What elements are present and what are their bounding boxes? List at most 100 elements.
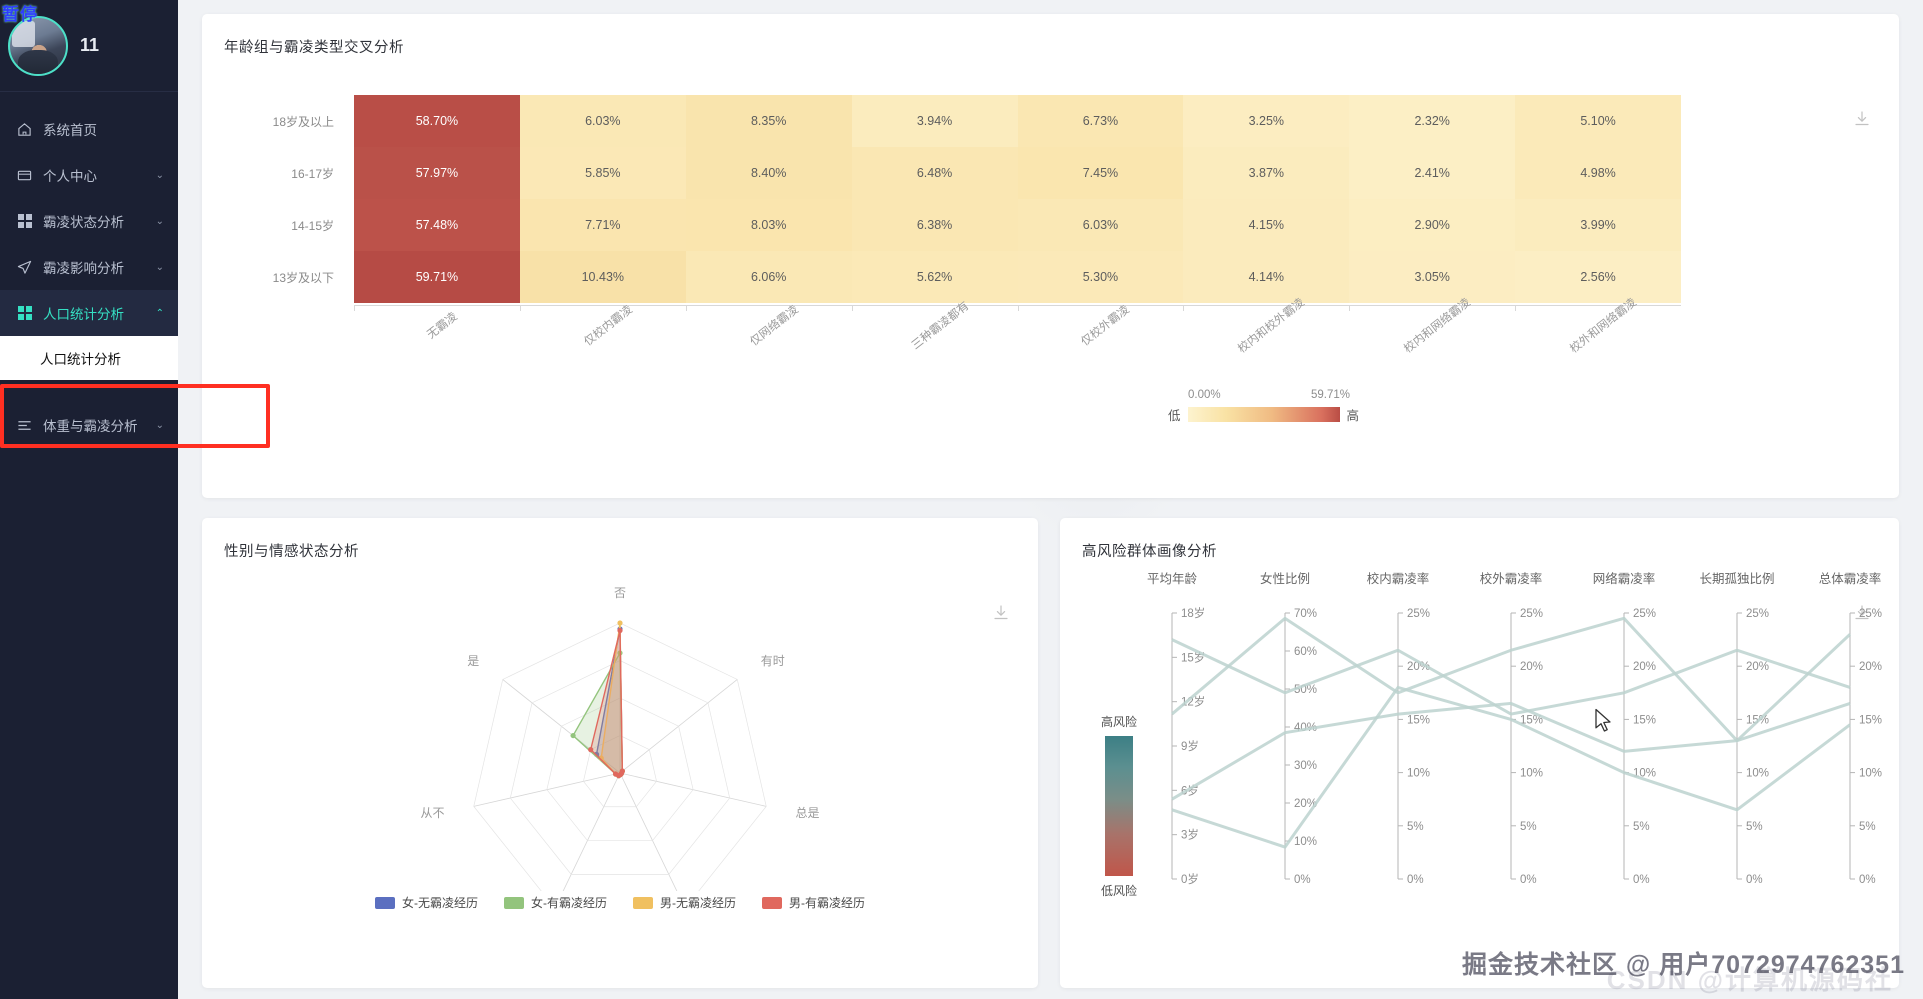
- parallel-tick-label: 0%: [1407, 874, 1424, 886]
- radar-legend: 女-无霸凌经历 女-有霸凌经历 男-无霸凌经历 男-有霸凌经历: [202, 894, 1038, 911]
- heatmap-cell[interactable]: 4.15%: [1183, 199, 1350, 251]
- parallel-tick-label: 0%: [1520, 874, 1537, 886]
- watermark-csdn: CSDN @计算机源码社: [1606, 965, 1893, 995]
- heatmap-x-tick: [1349, 306, 1515, 311]
- heatmap-cell[interactable]: 7.71%: [519, 199, 686, 251]
- parallel-dimension-label[interactable]: 平均年龄: [1147, 572, 1198, 586]
- heatmap-x-label: 校外和网络霸凌: [1568, 296, 1640, 356]
- heatmap-cell[interactable]: 3.99%: [1515, 199, 1681, 251]
- card-radar: 性别与情感状态分析 否有时总是很少大部分时间从不是 女-无霸凌经历女-有霸凌经历…: [202, 518, 1038, 988]
- heatmap-cell[interactable]: 3.25%: [1183, 95, 1350, 147]
- parallel-dimension-label[interactable]: 网络霸凌率: [1593, 571, 1656, 586]
- heatmap-cell[interactable]: 7.45%: [1017, 147, 1184, 199]
- legend-swatch: [633, 896, 653, 909]
- radar-point[interactable]: [617, 620, 623, 626]
- sidebar-item-home[interactable]: 系统首页: [0, 106, 178, 152]
- parallel-dimension-label[interactable]: 校内霸凌率: [1367, 571, 1430, 586]
- legend-item[interactable]: 女-无霸凌经历: [375, 894, 478, 911]
- parallel-tick-label: 15%: [1520, 714, 1543, 726]
- legend-item[interactable]: 男-无霸凌经历: [633, 894, 736, 911]
- heatmap-x-axis: 无霸凌 仅校内霸凌 仅网络霸凌 三种霸凌都有 仅校外霸凌 校内和校外霸凌 校内和网络霸凌 校外…: [354, 297, 1681, 393]
- heatmap-cell[interactable]: 2.32%: [1349, 95, 1516, 147]
- heatmap-x-tick: [1183, 306, 1349, 311]
- sidebar-subitem-demographics[interactable]: 人口统计分析: [0, 336, 178, 380]
- colorbar-gradient[interactable]: [1187, 407, 1340, 422]
- heatmap-cell[interactable]: 8.03%: [685, 199, 852, 251]
- sidebar-item-weight-bullying[interactable]: 体重与霸凌分析 ⌄: [0, 402, 178, 448]
- heatmap-cell[interactable]: 6.48%: [851, 147, 1018, 199]
- heatmap-cell[interactable]: 6.03%: [519, 95, 686, 147]
- radar-point[interactable]: [613, 771, 619, 777]
- parallel-dimension-label[interactable]: 女性比例: [1260, 571, 1310, 586]
- chevron-down-icon: ⌄: [155, 261, 164, 273]
- avatar[interactable]: [8, 15, 68, 76]
- radar-axis-label: 有时: [761, 654, 785, 668]
- heatmap-cell[interactable]: 3.94%: [851, 95, 1018, 147]
- heatmap-cell[interactable]: 5.30%: [1017, 251, 1184, 303]
- heatmap-x-tick: [1017, 306, 1184, 311]
- heatmap-cell[interactable]: 6.06%: [685, 251, 852, 303]
- radar-point[interactable]: [617, 627, 623, 634]
- heatmap-cell[interactable]: 3.05%: [1349, 251, 1516, 303]
- parallel-tick-label: 20%: [1294, 798, 1317, 810]
- sidebar-user-block[interactable]: 暂停 11: [0, 0, 178, 92]
- sidebar-item-bullying-status[interactable]: 霸凌状态分析 ⌄: [0, 198, 178, 244]
- sidebar-item-label: 人口统计分析: [43, 307, 124, 322]
- parallel-tick-label: 0%: [1746, 874, 1763, 886]
- heatmap-cell[interactable]: 58.70%: [354, 95, 520, 147]
- heatmap-y-axis: 18岁及以上 16-17岁 14-15岁 13岁及以下: [202, 95, 346, 303]
- parallel-tick-label: 20%: [1746, 661, 1769, 673]
- heatmap-cell[interactable]: 8.40%: [685, 147, 852, 199]
- colorbar-values: 0.00% 59.71%: [1188, 389, 1350, 401]
- heatmap-y-label: 16-17岁: [291, 166, 334, 181]
- heatmap-cell[interactable]: 4.98%: [1515, 147, 1681, 199]
- parallel-tick-label: 0%: [1859, 874, 1876, 886]
- sidebar-item-bullying-impact[interactable]: 霸凌影响分析 ⌄: [0, 244, 178, 290]
- parallel-line[interactable]: [1171, 685, 1851, 849]
- heatmap-cell[interactable]: 6.38%: [851, 199, 1018, 251]
- sidebar-item-profile[interactable]: 个人中心 ⌄: [0, 152, 178, 198]
- download-icon[interactable]: [1853, 110, 1871, 128]
- heatmap-cell[interactable]: 6.73%: [1017, 95, 1184, 147]
- heatmap-cell[interactable]: 2.56%: [1515, 251, 1681, 303]
- legend-swatch: [504, 896, 524, 909]
- parallel-tick-label: 25%: [1407, 608, 1430, 620]
- parallel-chart: 平均年龄 18岁 15岁 12岁 9岁 6岁 3岁 0岁 女性比例 70% 60% 50% 40% 30%…: [1060, 561, 1899, 941]
- parallel-tick-label: 10%: [1407, 768, 1430, 780]
- card-icon: [16, 167, 33, 184]
- heatmap-cell[interactable]: 2.41%: [1349, 147, 1516, 199]
- heatmap-cell[interactable]: 6.03%: [1017, 199, 1184, 251]
- heatmap-cell[interactable]: 10.43%: [519, 251, 686, 303]
- heatmap-cell[interactable]: 5.85%: [519, 147, 686, 199]
- heatmap-cell[interactable]: 3.87%: [1183, 147, 1350, 199]
- grid-icon: [16, 305, 33, 322]
- heatmap-cell[interactable]: 59.71%: [354, 251, 520, 303]
- heatmap-x-label: 无霸凌: [425, 310, 460, 342]
- heatmap-cell[interactable]: 57.48%: [354, 199, 520, 251]
- legend-item[interactable]: 女-有霸凌经历: [504, 894, 607, 911]
- sidebar-item-label: 系统首页: [43, 123, 97, 138]
- parallel-dimension-label[interactable]: 总体霸凌率: [1819, 571, 1882, 586]
- heatmap-x-label: 校内和校外霸凌: [1236, 296, 1308, 356]
- heatmap-x-axis-line: [354, 305, 1681, 315]
- colorbar-min-label: 0.00%: [1188, 389, 1221, 401]
- sidebar-subitem-label: 人口统计分析: [40, 352, 121, 367]
- heatmap-cell[interactable]: 5.62%: [851, 251, 1018, 303]
- heatmap-x-tick: [354, 306, 520, 311]
- parallel-tick-label: 10%: [1859, 768, 1882, 780]
- heatmap-cell[interactable]: 57.97%: [354, 147, 520, 199]
- radar-point[interactable]: [570, 732, 576, 739]
- download-icon[interactable]: [1853, 604, 1871, 622]
- download-icon[interactable]: [992, 604, 1010, 622]
- heatmap-cell[interactable]: 5.10%: [1515, 95, 1681, 147]
- radar-point[interactable]: [588, 747, 594, 753]
- parallel-dimension-label[interactable]: 校外霸凌率: [1480, 571, 1543, 586]
- parallel-line[interactable]: [1171, 638, 1851, 716]
- heatmap-cell[interactable]: 2.90%: [1349, 199, 1516, 251]
- heatmap-cell[interactable]: 4.14%: [1183, 251, 1350, 303]
- legend-item[interactable]: 男-有霸凌经历: [762, 894, 865, 911]
- parallel-line[interactable]: [1171, 701, 1851, 801]
- parallel-dimension-label[interactable]: 长期孤独比例: [1699, 572, 1774, 586]
- heatmap-cell[interactable]: 8.35%: [685, 95, 852, 147]
- sidebar-item-demographics[interactable]: 人口统计分析 ⌃: [0, 290, 178, 336]
